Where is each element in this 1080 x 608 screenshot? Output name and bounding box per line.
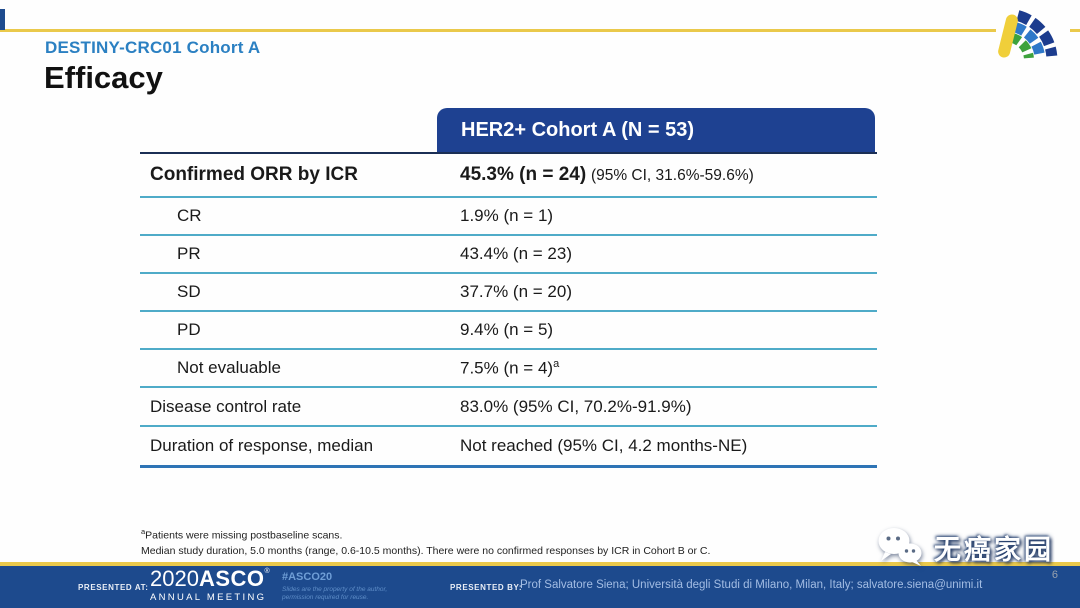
efficacy-table: Confirmed ORR by ICR 45.3% (n = 24) (95%… bbox=[140, 152, 877, 468]
asco-2020-wordmark: 2020ASCO® ANNUAL MEETING bbox=[150, 568, 270, 603]
footnote-marker: a bbox=[553, 357, 560, 370]
row-value: 37.7% (n = 20) bbox=[460, 282, 572, 301]
watermark-text: 无癌家园 bbox=[934, 534, 1054, 565]
row-value-bold: 45.3% (n = 24) bbox=[460, 164, 587, 185]
footer-accent-rule bbox=[0, 562, 1080, 566]
row-label: Duration of response, median bbox=[150, 436, 374, 455]
presented-at-label: PRESENTED AT: bbox=[78, 583, 149, 592]
table-row: SD 37.7% (n = 20) bbox=[140, 272, 877, 310]
row-value: 45.3% (n = 24) (95% CI, 31.6%-59.6%) bbox=[460, 164, 877, 186]
row-value: 9.4% (n = 5) bbox=[460, 320, 554, 339]
footer-bar: PRESENTED AT: 2020ASCO® ANNUAL MEETING #… bbox=[0, 566, 1080, 608]
footnotes: aPatients were missing postbaseline scan… bbox=[141, 524, 710, 559]
registered-mark: ® bbox=[264, 568, 270, 575]
row-value: 7.5% (n = 4)a bbox=[460, 358, 877, 379]
table-row: Duration of response, median Not reached… bbox=[140, 425, 877, 465]
presented-by-label: PRESENTED BY: bbox=[450, 583, 523, 592]
asco-wordmark-line1: 2020ASCO® bbox=[150, 568, 270, 590]
row-label: Not evaluable bbox=[177, 358, 281, 377]
left-edge-notch bbox=[0, 9, 5, 30]
row-value: 83.0% (95% CI, 70.2%-91.9%) bbox=[460, 396, 692, 416]
watermark: 无癌家园 bbox=[876, 526, 1054, 568]
slide-kicker: DESTINY-CRC01 Cohort A bbox=[45, 38, 261, 57]
table-row: CR 1.9% (n = 1) bbox=[140, 196, 877, 234]
row-value: Not reached (95% CI, 4.2 months-NE) bbox=[460, 436, 748, 455]
slide-title: Efficacy bbox=[44, 60, 163, 95]
presenter-credit: Prof Salvatore Siena; Università degli S… bbox=[520, 579, 983, 591]
wechat-chat-bubbles-icon bbox=[878, 528, 922, 566]
meeting-year: 2020 bbox=[150, 566, 199, 591]
top-accent-rule bbox=[0, 29, 1080, 32]
hashtag-block: #ASCO20 Slides are the property of the a… bbox=[282, 571, 387, 602]
footnote-a: aPatients were missing postbaseline scan… bbox=[141, 524, 710, 544]
hashtag: #ASCO20 bbox=[282, 571, 333, 583]
footnote-b-text: Median study duration, 5.0 months (range… bbox=[141, 544, 711, 557]
table-row: Disease control rate 83.0% (95% CI, 70.2… bbox=[140, 386, 877, 425]
row-label: SD bbox=[177, 282, 201, 301]
row-value: 1.9% (n = 1) bbox=[460, 206, 554, 225]
reuse-disclaimer-line2: permission required for reuse. bbox=[282, 594, 369, 601]
row-value-text: 7.5% (n = 4) bbox=[460, 358, 554, 378]
asco-fan-logo bbox=[996, 2, 1070, 62]
reuse-disclaimer: Slides are the property of the author, p… bbox=[282, 586, 387, 602]
row-label: PD bbox=[177, 320, 201, 339]
row-label: PR bbox=[177, 244, 201, 263]
row-value: 43.4% (n = 23) bbox=[460, 244, 572, 263]
table-header-label: HER2+ Cohort A (N = 53) bbox=[461, 119, 694, 141]
meeting-subtitle: ANNUAL MEETING bbox=[150, 592, 267, 603]
table-header-cell: HER2+ Cohort A (N = 53) bbox=[437, 108, 875, 152]
row-value-ci: (95% CI, 31.6%-59.6%) bbox=[590, 167, 754, 184]
table-bottom-rule bbox=[140, 465, 877, 468]
slide-page-number: 6 bbox=[1051, 569, 1058, 581]
table-row: PR 43.4% (n = 23) bbox=[140, 234, 877, 272]
table-row: Not evaluable 7.5% (n = 4)a bbox=[140, 348, 877, 386]
meeting-name: ASCO bbox=[198, 566, 265, 591]
row-label: CR bbox=[177, 206, 202, 225]
table-row: PD 9.4% (n = 5) bbox=[140, 310, 877, 348]
row-label: Disease control rate bbox=[150, 396, 302, 416]
footnote-a-text: Patients were missing postbaseline scans… bbox=[145, 529, 343, 542]
row-label: Confirmed ORR by ICR bbox=[150, 164, 358, 185]
footnote-a-marker: a bbox=[141, 527, 146, 536]
reuse-disclaimer-line1: Slides are the property of the author, bbox=[282, 586, 388, 593]
table-row: Confirmed ORR by ICR 45.3% (n = 24) (95%… bbox=[140, 152, 877, 196]
